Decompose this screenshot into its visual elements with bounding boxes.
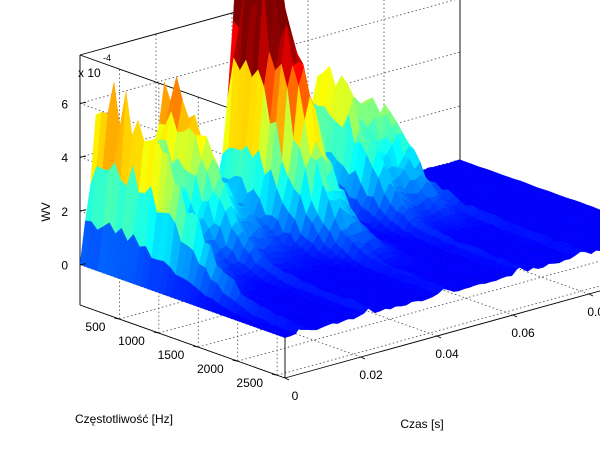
x-tick: [512, 314, 518, 318]
y-tick-label: 500: [85, 320, 105, 334]
x-tick-label: 0: [292, 389, 299, 403]
z-tick: [79, 263, 87, 266]
y-tick-label: 1000: [118, 334, 145, 348]
axes-layer: 00.020.040.060.080.150010001500200025000…: [61, 97, 600, 403]
x-tick-label: 0.08: [587, 305, 600, 319]
x-tick-label: 0.06: [511, 326, 535, 340]
x-tick: [588, 293, 594, 297]
grid-line-f-floor: [237, 260, 600, 362]
x-tick-label: 0.02: [359, 368, 383, 382]
y-axis-label: Częstotliwość [Hz]: [75, 412, 173, 426]
z-exponent-label: x 10: [78, 66, 101, 80]
x-tick: [284, 377, 290, 381]
x-tick-label: 0.04: [435, 347, 459, 361]
surface-patch: [278, 333, 291, 338]
x-tick: [436, 335, 442, 339]
grid-line-f-floor: [277, 285, 600, 376]
surface-layer: [79, 0, 600, 338]
z-tick: [79, 101, 87, 104]
x-axis-line: [284, 290, 600, 379]
z-tick-label: 0: [61, 259, 68, 273]
surface-patch: [596, 227, 600, 230]
z-axis-label: WV: [39, 202, 53, 221]
z-tick: [79, 155, 87, 158]
y-tick-label: 1500: [158, 348, 185, 362]
y-tick-label: 2500: [236, 376, 263, 390]
label-layer: x 10 -4 WV Czas [s] Częstotliwość [Hz]: [39, 53, 444, 431]
z-tick-label: 6: [61, 97, 68, 111]
x-tick: [360, 356, 366, 360]
z-exponent-power: -4: [103, 53, 111, 63]
z-tick-label: 2: [61, 205, 68, 219]
z-tick-label: 4: [61, 151, 68, 165]
y-tick-label: 2000: [197, 362, 224, 376]
z-tick: [79, 209, 87, 212]
x-axis-label: Czas [s]: [400, 417, 443, 431]
y-axis-line: [79, 304, 286, 379]
